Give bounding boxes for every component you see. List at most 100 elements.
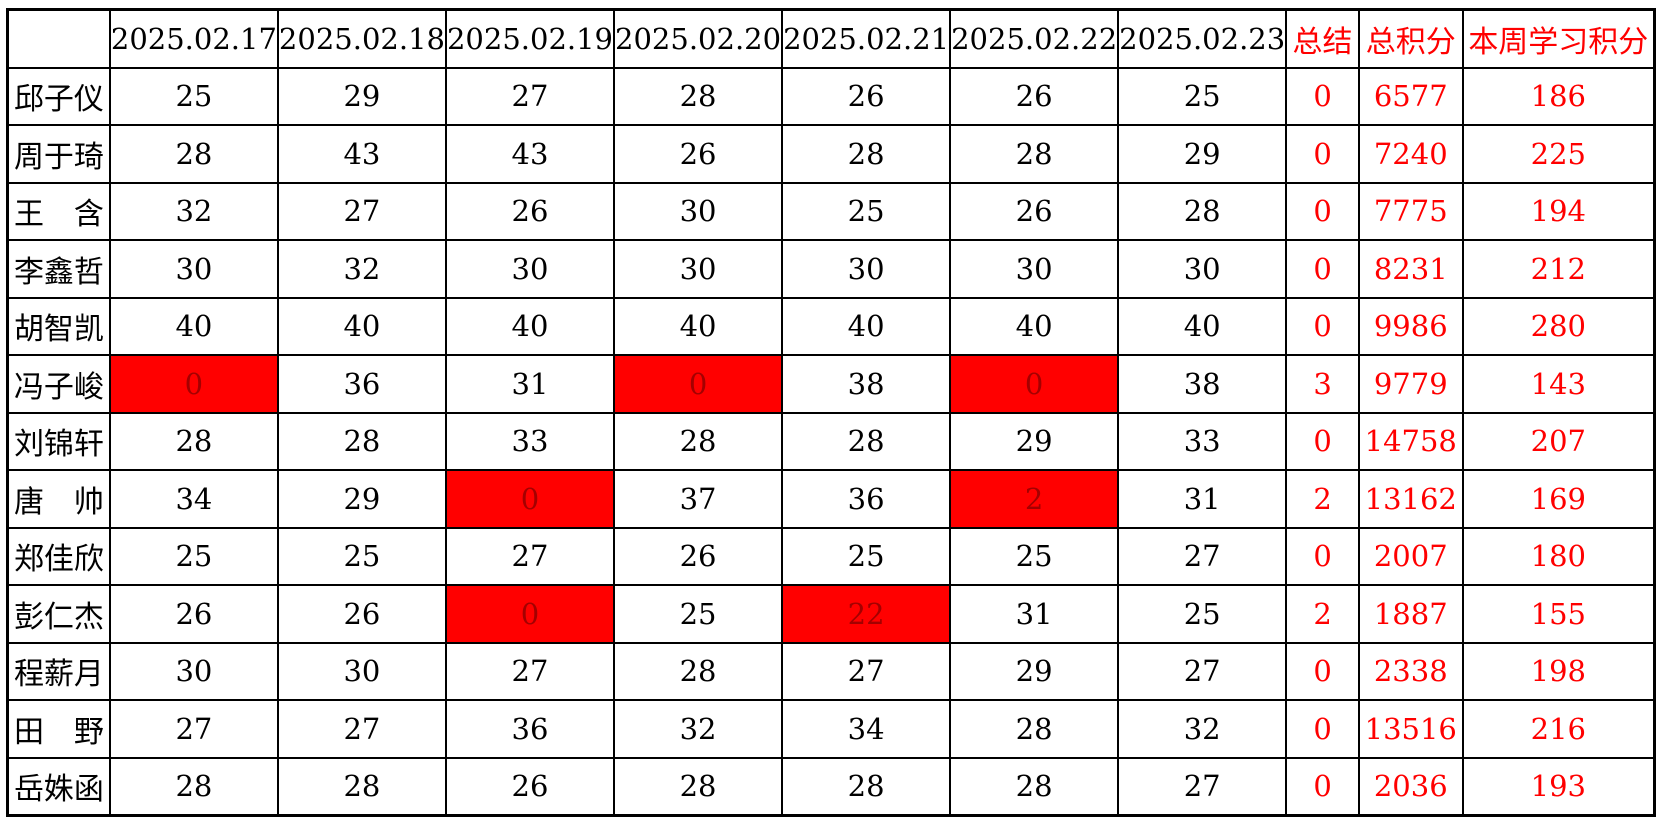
week-points-cell[interactable]: 194 [1461,181,1656,241]
score-cell[interactable]: 28 [781,756,952,817]
week-points-cell[interactable]: 207 [1461,411,1656,471]
score-cell[interactable]: 36 [781,469,952,529]
score-cell[interactable]: 38 [1117,354,1288,414]
week-points-cell[interactable]: 169 [1461,469,1656,529]
total-points-cell[interactable]: 7775 [1357,181,1464,241]
score-cell[interactable]: 25 [781,181,952,241]
score-cell[interactable]: 28 [613,756,784,817]
score-cell[interactable]: 29 [949,641,1120,701]
total-points-header-cell[interactable]: 总积分 [1357,8,1464,69]
date-header-cell[interactable]: 2025.02.18 [276,8,447,69]
corner-cell[interactable] [6,8,111,69]
score-cell[interactable]: 34 [108,469,279,529]
week-points-cell[interactable]: 198 [1461,641,1656,701]
week-points-cell[interactable]: 155 [1461,584,1656,644]
score-cell[interactable]: 28 [949,756,1120,817]
score-cell[interactable]: 30 [613,239,784,299]
score-cell-highlighted[interactable]: 0 [949,354,1120,414]
total-points-cell[interactable]: 2338 [1357,641,1464,701]
week-points-cell[interactable]: 186 [1461,66,1656,126]
date-header-cell[interactable]: 2025.02.17 [108,8,279,69]
total-points-cell[interactable]: 7240 [1357,124,1464,184]
summary-value-cell[interactable]: 0 [1285,411,1360,471]
score-cell[interactable]: 31 [444,354,616,414]
score-cell[interactable]: 36 [276,354,447,414]
summary-value-cell[interactable]: 0 [1285,181,1360,241]
student-name-cell[interactable]: 邱子仪 [6,66,111,126]
score-cell-highlighted[interactable]: 0 [613,354,784,414]
summary-value-cell[interactable]: 0 [1285,526,1360,586]
week-points-header-cell[interactable]: 本周学习积分 [1461,8,1656,69]
summary-value-cell[interactable]: 0 [1285,124,1360,184]
total-points-cell[interactable]: 6577 [1357,66,1464,126]
score-cell[interactable]: 26 [949,181,1120,241]
student-name-cell[interactable]: 冯子峻 [6,354,111,414]
week-points-cell[interactable]: 225 [1461,124,1656,184]
total-points-cell[interactable]: 13162 [1357,469,1464,529]
student-name-cell[interactable]: 田 野 [6,699,111,759]
score-cell-highlighted[interactable]: 22 [781,584,952,644]
score-cell[interactable]: 40 [108,296,279,356]
total-points-cell[interactable]: 8231 [1357,239,1464,299]
score-cell[interactable]: 34 [781,699,952,759]
week-points-cell[interactable]: 193 [1461,756,1656,817]
score-cell[interactable]: 28 [613,66,784,126]
score-cell[interactable]: 40 [276,296,447,356]
score-cell[interactable]: 36 [444,699,616,759]
summary-value-cell[interactable]: 0 [1285,699,1360,759]
total-points-cell[interactable]: 14758 [1357,411,1464,471]
date-header-cell[interactable]: 2025.02.19 [444,8,616,69]
score-cell[interactable]: 31 [1117,469,1288,529]
student-name-cell[interactable]: 彭仁杰 [6,584,111,644]
week-points-cell[interactable]: 143 [1461,354,1656,414]
summary-value-cell[interactable]: 2 [1285,584,1360,644]
score-cell[interactable]: 25 [1117,66,1288,126]
score-cell[interactable]: 25 [276,526,447,586]
score-cell-highlighted[interactable]: 0 [108,354,279,414]
score-cell[interactable]: 29 [1117,124,1288,184]
week-points-cell[interactable]: 212 [1461,239,1656,299]
score-cell[interactable]: 28 [276,756,447,817]
total-points-cell[interactable]: 2007 [1357,526,1464,586]
score-cell[interactable]: 31 [949,584,1120,644]
score-cell[interactable]: 28 [613,411,784,471]
score-cell[interactable]: 26 [613,526,784,586]
total-points-cell[interactable]: 9986 [1357,296,1464,356]
score-cell[interactable]: 32 [613,699,784,759]
date-header-cell[interactable]: 2025.02.23 [1117,8,1288,69]
score-cell[interactable]: 27 [276,699,447,759]
score-cell[interactable]: 28 [781,124,952,184]
score-cell[interactable]: 25 [108,526,279,586]
summary-value-cell[interactable]: 0 [1285,66,1360,126]
score-cell[interactable]: 27 [108,699,279,759]
score-cell-highlighted[interactable]: 0 [444,469,616,529]
date-header-cell[interactable]: 2025.02.22 [949,8,1120,69]
student-name-cell[interactable]: 唐 帅 [6,469,111,529]
score-cell[interactable]: 30 [108,641,279,701]
score-cell[interactable]: 28 [108,756,279,817]
score-cell[interactable]: 28 [108,411,279,471]
score-cell[interactable]: 43 [276,124,447,184]
score-cell[interactable]: 37 [613,469,784,529]
score-cell[interactable]: 38 [781,354,952,414]
score-cell[interactable]: 32 [276,239,447,299]
score-cell[interactable]: 28 [949,699,1120,759]
summary-value-cell[interactable]: 0 [1285,756,1360,817]
summary-value-cell[interactable]: 0 [1285,296,1360,356]
date-header-cell[interactable]: 2025.02.20 [613,8,784,69]
score-cell-highlighted[interactable]: 0 [444,584,616,644]
total-points-cell[interactable]: 9779 [1357,354,1464,414]
score-cell[interactable]: 40 [949,296,1120,356]
week-points-cell[interactable]: 180 [1461,526,1656,586]
score-cell[interactable]: 25 [613,584,784,644]
score-cell[interactable]: 30 [781,239,952,299]
week-points-cell[interactable]: 216 [1461,699,1656,759]
score-cell[interactable]: 30 [444,239,616,299]
score-cell[interactable]: 30 [1117,239,1288,299]
score-cell[interactable]: 28 [949,124,1120,184]
score-cell[interactable]: 25 [108,66,279,126]
score-cell[interactable]: 27 [781,641,952,701]
score-cell[interactable]: 30 [108,239,279,299]
score-cell[interactable]: 26 [276,584,447,644]
student-name-cell[interactable]: 胡智凯 [6,296,111,356]
